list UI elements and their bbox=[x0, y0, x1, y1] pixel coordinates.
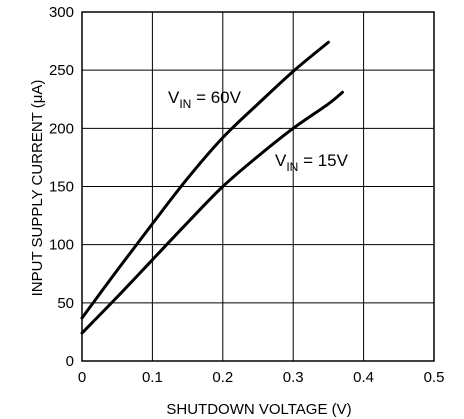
series-lines bbox=[80, 40, 344, 335]
y-tick-labels: 0 50 100 150 200 250 300 bbox=[49, 4, 74, 370]
x-axis-label: SHUTDOWN VOLTAGE (V) bbox=[166, 401, 351, 418]
grid-lines bbox=[81, 11, 435, 362]
y-axis-label: INPUT SUPPLY CURRENT (μA) bbox=[29, 80, 46, 297]
y-tick-label: 50 bbox=[57, 295, 74, 312]
series-label-vin-60v: VIN = 60V bbox=[168, 88, 242, 111]
series-line-vin-60v bbox=[80, 40, 330, 320]
y-tick-label: 250 bbox=[49, 62, 74, 79]
series-line-vin-15v bbox=[80, 90, 344, 335]
plot-frame bbox=[81, 11, 435, 362]
x-tick-label: 0.5 bbox=[424, 369, 445, 386]
series-label-vin-15v: VIN = 15V bbox=[275, 151, 349, 174]
x-tick-labels: 0 0.1 0.2 0.3 0.4 0.5 bbox=[78, 369, 445, 386]
y-tick-label: 100 bbox=[49, 237, 74, 254]
y-tick-label: 200 bbox=[49, 120, 74, 137]
x-tick-label: 0.1 bbox=[142, 369, 163, 386]
y-tick-label: 0 bbox=[66, 353, 74, 370]
x-tick-label: 0.4 bbox=[353, 369, 374, 386]
y-tick-label: 300 bbox=[49, 4, 74, 21]
y-tick-label: 150 bbox=[49, 179, 74, 196]
plot-border bbox=[81, 11, 435, 362]
x-tick-label: 0.3 bbox=[283, 369, 304, 386]
x-tick-label: 0 bbox=[78, 369, 86, 386]
x-tick-label: 0.2 bbox=[212, 369, 233, 386]
